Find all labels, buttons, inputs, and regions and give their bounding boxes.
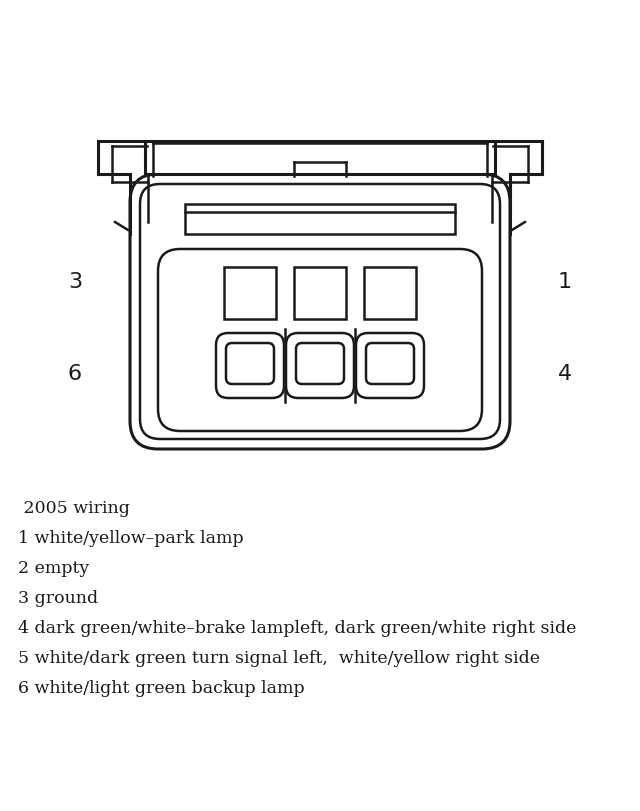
FancyBboxPatch shape [158,250,482,431]
FancyBboxPatch shape [130,175,510,449]
Bar [224,268,276,320]
Text: 5 white/dark green turn signal left,  white/yellow right side: 5 white/dark green turn signal left, whi… [18,649,540,666]
Text: 1: 1 [558,272,572,292]
Text: 3 ground: 3 ground [18,590,98,607]
Bar [294,268,346,320]
Text: 6 white/light green backup lamp: 6 white/light green backup lamp [18,679,305,696]
Text: 3: 3 [68,272,82,292]
FancyBboxPatch shape [140,185,500,440]
Text: 4 dark green/white–brake lampleft, dark green/white right side: 4 dark green/white–brake lampleft, dark … [18,620,577,636]
Bar [145,142,495,175]
Text: 2005 wiring: 2005 wiring [18,500,130,517]
Text: 6: 6 [68,363,82,384]
FancyBboxPatch shape [216,333,284,398]
Bar [185,204,455,234]
Text: 2 empty: 2 empty [18,560,89,577]
FancyBboxPatch shape [226,344,274,384]
Text: 1 white/yellow–park lamp: 1 white/yellow–park lamp [18,530,244,547]
FancyBboxPatch shape [286,333,354,398]
Bar [364,268,416,320]
FancyBboxPatch shape [296,344,344,384]
FancyBboxPatch shape [356,333,424,398]
Text: 4: 4 [558,363,572,384]
FancyBboxPatch shape [366,344,414,384]
